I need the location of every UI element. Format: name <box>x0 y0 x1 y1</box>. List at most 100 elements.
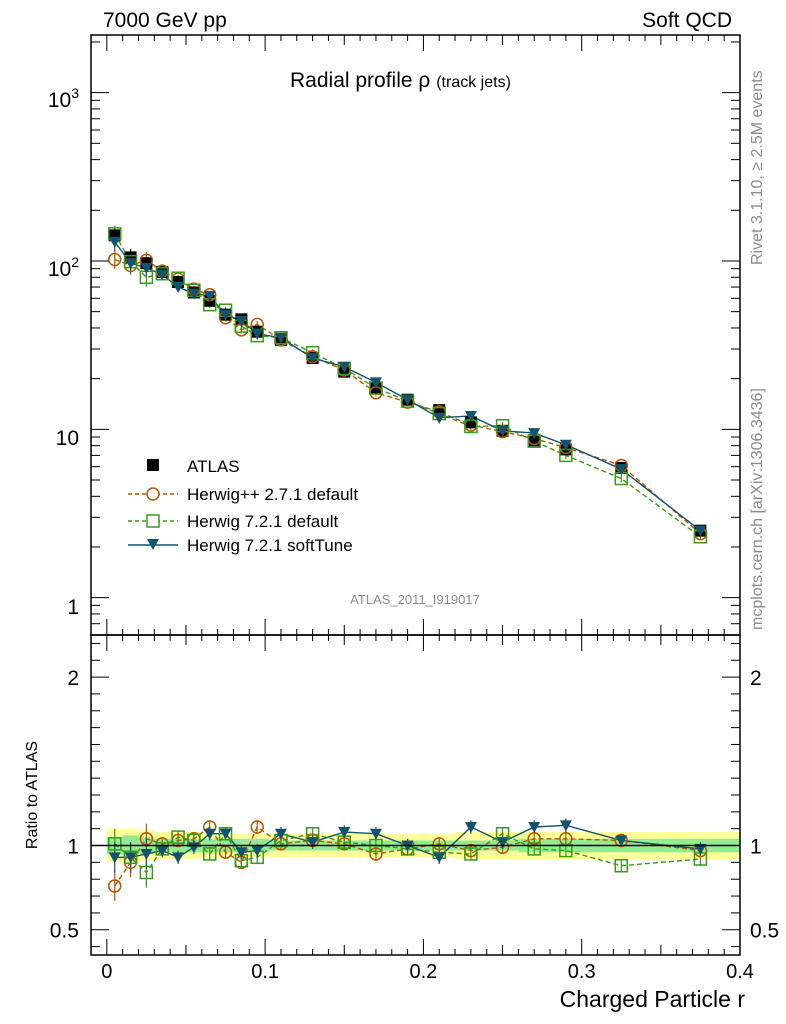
ratio-point-softtune <box>251 845 264 857</box>
point-softtune <box>615 464 628 476</box>
x-tick-labels: 0 0.1 0.2 0.3 0.4 <box>101 961 754 983</box>
point-softtune <box>140 262 153 274</box>
point-softtune <box>187 288 200 300</box>
ratio-point-softtune <box>124 852 137 864</box>
ratio-point-herwig721 <box>464 847 478 861</box>
ratio-point-herwig721 <box>527 842 541 856</box>
y-tick-label-main-1: 1 <box>67 596 79 619</box>
point-softtune <box>496 425 509 437</box>
x-tick-label: 0.2 <box>410 961 438 983</box>
plot-title: Radial profile ρ (track jets) <box>290 69 511 92</box>
ratio-point-softtune <box>559 820 572 832</box>
ratio-point-herwig721 <box>123 850 138 865</box>
axis-ticks <box>91 35 741 955</box>
x-tick-label: 0 <box>101 961 112 983</box>
point-softtune <box>156 269 169 281</box>
plot-title-symbol: ρ <box>418 69 430 92</box>
series-line-herwig721 <box>114 233 701 538</box>
point-softtune <box>108 236 121 248</box>
y-tick-label-ratio-left: 0.5 <box>50 920 79 943</box>
legend-marker-softtune <box>147 539 159 550</box>
ratio-point-softtune <box>306 837 319 849</box>
y-tick-label-main-1000: 103 <box>48 85 79 112</box>
point-softtune <box>274 332 287 344</box>
point-softtune <box>172 282 185 294</box>
ratio-point-herwig721 <box>107 837 122 851</box>
point-atlas <box>369 382 382 395</box>
point-softtune <box>219 309 232 321</box>
point-softtune <box>401 394 414 406</box>
x-tick-label: 0.3 <box>568 961 596 983</box>
point-softtune <box>694 525 707 537</box>
ratio-point-herwigpp <box>369 847 383 861</box>
rivet-label: Rivet 3.1.10, ≥ 2.5M events <box>749 70 766 265</box>
ratio-point-softtune <box>528 822 541 833</box>
plot-title-sub: (track jets) <box>436 74 511 91</box>
ratio-line-herwig721 <box>114 832 701 874</box>
point-softtune <box>306 353 319 365</box>
point-softtune <box>251 328 264 340</box>
ratio-point-softtune <box>694 843 707 855</box>
point-softtune <box>235 316 248 328</box>
legend-label-atlas: ATLAS <box>187 457 240 476</box>
ratio-point-softtune <box>433 852 446 864</box>
data-markers <box>107 227 708 893</box>
plot-title-main: Radial profile <box>290 69 413 92</box>
point-softtune <box>338 361 351 373</box>
point-herwigpp <box>107 252 122 267</box>
point-softtune <box>433 412 446 424</box>
point-softtune <box>528 428 541 440</box>
ratio-point-herwigpp <box>107 879 122 893</box>
x-axis-label: Charged Particle r <box>560 986 746 1012</box>
series-lines <box>114 233 701 887</box>
ratio-point-softtune <box>496 837 509 849</box>
ratio-point-softtune <box>464 822 477 833</box>
y-tick-label-ratio-right: 1 <box>750 836 762 859</box>
ratio-point-softtune <box>203 828 216 840</box>
ratio-point-herwig721 <box>202 847 217 861</box>
legend-marker-herwig721 <box>146 514 160 528</box>
y-tick-label-ratio-right: 0.5 <box>750 920 779 943</box>
ratio-point-herwigpp <box>432 837 446 851</box>
point-atlas <box>124 251 137 264</box>
ratio-point-softtune <box>140 848 153 860</box>
ratio-point-softtune <box>108 852 121 864</box>
mcplots-label: mcplots.cern.ch [arXiv:1306.3436] <box>749 388 766 630</box>
ratio-point-softtune <box>615 835 628 847</box>
series-line-softtune <box>114 241 701 532</box>
ratio-point-herwig721 <box>171 830 185 844</box>
point-softtune <box>559 439 572 451</box>
legend-label-herwigpp: Herwig++ 2.7.1 default <box>187 485 358 504</box>
legend-label-softtune: Herwig 7.2.1 softTune <box>187 536 353 555</box>
ratio-point-softtune <box>172 852 185 864</box>
y-tick-label-main-10: 10 <box>56 427 79 450</box>
y-axis-label-ratio: Ratio to ATLAS <box>24 741 41 849</box>
ratio-point-herwig721 <box>614 858 629 873</box>
y-tick-label-ratio-left: 2 <box>67 667 79 690</box>
x-tick-label: 0.1 <box>251 961 279 983</box>
ratio-point-softtune <box>219 828 232 840</box>
ratio-point-herwig721 <box>559 843 573 858</box>
header-left: 7000 GeV pp <box>103 9 227 32</box>
y-tick-label-ratio-left: 1 <box>67 836 79 859</box>
point-softtune <box>369 377 382 389</box>
ratio-point-herwig721 <box>139 865 154 880</box>
ratio-point-softtune <box>369 828 382 840</box>
legend-marker-herwigpp <box>146 487 160 501</box>
legend: ATLAS Herwig++ 2.7.1 default Herwig 7.2.… <box>128 457 358 555</box>
x-tick-label: 0.4 <box>726 961 754 983</box>
legend-label-herwig721: Herwig 7.2.1 default <box>187 512 338 531</box>
y-tick-label-main-100: 102 <box>48 254 79 281</box>
point-softtune <box>124 258 137 270</box>
point-softtune <box>464 410 477 422</box>
ratio-point-herwigpp <box>250 820 264 834</box>
ratio-tick-labels: 0.5 0.5 1 1 2 2 <box>50 667 779 943</box>
legend-marker-atlas <box>147 459 159 471</box>
ratio-point-softtune <box>235 847 248 859</box>
analysis-watermark: ATLAS_2011_I919017 <box>350 592 480 607</box>
y-tick-label-ratio-right: 2 <box>750 667 762 690</box>
ratio-point-softtune <box>338 827 351 839</box>
ratio-point-softtune <box>156 845 169 857</box>
point-softtune <box>203 290 216 302</box>
